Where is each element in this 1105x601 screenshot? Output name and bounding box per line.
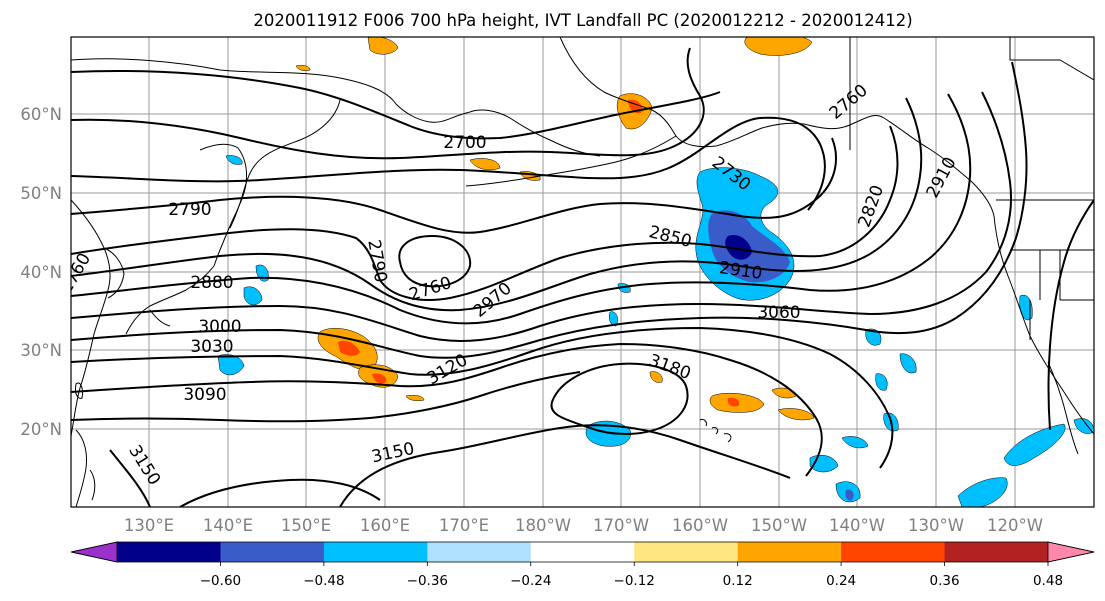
coastline-bc bbox=[883, 117, 995, 217]
ivt-negative-region bbox=[865, 328, 882, 346]
colorbar-extend-max bbox=[1047, 541, 1095, 563]
ivt-positive-region bbox=[744, 37, 813, 56]
longitude-tick-label: 130°E bbox=[124, 516, 174, 535]
colorbar-tick-label: 0.36 bbox=[930, 573, 960, 589]
ivt-negative-region bbox=[225, 155, 243, 165]
latitude-labels: 60°N 50°N 40°N 30°N 20°N bbox=[20, 105, 62, 439]
ivt-negative-region bbox=[899, 353, 917, 374]
ivt-negative-region bbox=[217, 354, 245, 376]
coastline-alaska bbox=[559, 37, 885, 148]
ivt-negative-region bbox=[725, 234, 752, 260]
coastline-okhotsk bbox=[199, 143, 247, 267]
coastline-asia bbox=[71, 58, 601, 157]
latitude-tick-label: 40°N bbox=[20, 263, 62, 282]
colorbar-tick-label: −0.48 bbox=[303, 573, 344, 589]
colorbar-tick-label: 0.48 bbox=[1033, 573, 1063, 589]
colorbar-tick-label: 0.24 bbox=[826, 573, 856, 589]
longitude-tick-label: 170°W bbox=[593, 516, 649, 535]
longitude-tick-label: 140°E bbox=[203, 516, 253, 535]
longitude-tick-label: 150°E bbox=[281, 516, 331, 535]
coastline-hawaii bbox=[699, 419, 732, 443]
colorbar-segment bbox=[427, 542, 532, 562]
colorbar-labels: −0.60 −0.48 −0.36 −0.24 −0.12 0.12 0.24 0.36 0.4… bbox=[200, 562, 1063, 589]
ivt-positive-region bbox=[338, 340, 360, 356]
colorbar-tick-label: 0.12 bbox=[723, 573, 753, 589]
coastline-baja bbox=[1047, 361, 1079, 455]
ivt-positive-region bbox=[727, 397, 740, 407]
longitude-tick-label: 120°W bbox=[987, 516, 1043, 535]
latitude-tick-label: 60°N bbox=[20, 105, 62, 124]
ivt-negative-region bbox=[243, 286, 263, 306]
colorbar bbox=[70, 541, 1095, 563]
longitude-tick-label: 170°E bbox=[439, 516, 489, 535]
ivt-negative-region bbox=[875, 373, 888, 391]
colorbar-segment bbox=[634, 542, 739, 562]
ivt-positive-region bbox=[777, 408, 815, 421]
ivt-negative-region bbox=[845, 489, 854, 501]
longitude-tick-label: 160°E bbox=[360, 516, 410, 535]
colorbar-segment bbox=[530, 542, 635, 562]
coastline-korea bbox=[103, 247, 125, 299]
coastline-aleutians bbox=[465, 135, 677, 187]
colorbar-tick-label: −0.24 bbox=[510, 573, 551, 589]
contour-label: 3090 bbox=[183, 385, 226, 405]
longitude-labels: 130°E 140°E 150°E 160°E 170°E 180°W 170°W 160°W… bbox=[124, 516, 1043, 535]
coastline-philippines bbox=[75, 429, 96, 507]
contour-label: 2700 bbox=[443, 133, 486, 153]
longitude-tick-label: 180°W bbox=[515, 516, 571, 535]
ivt-negative-region bbox=[609, 311, 618, 327]
ivt-positive-region bbox=[372, 373, 387, 384]
ivt-negative-region bbox=[957, 477, 1008, 507]
ivt-negative-region bbox=[841, 436, 869, 449]
longitude-tick-label: 140°W bbox=[829, 516, 885, 535]
ivt-positive-region bbox=[295, 64, 311, 72]
latitude-tick-label: 20°N bbox=[20, 420, 62, 439]
contour-label: 3030 bbox=[190, 337, 233, 357]
colorbar-segment bbox=[117, 542, 221, 562]
contour-label: 2790 bbox=[168, 200, 211, 220]
border-canada-us bbox=[849, 37, 1094, 201]
colorbar-tick-label: −0.36 bbox=[407, 573, 448, 589]
contour-label: 2880 bbox=[190, 273, 233, 293]
longitude-tick-label: 150°W bbox=[751, 516, 807, 535]
ivt-positive-region bbox=[469, 158, 501, 171]
colorbar-segment bbox=[944, 542, 1049, 562]
figure-title: 2020011912 F006 700 hPa height, IVT Land… bbox=[253, 11, 912, 30]
contour-label: 3060 bbox=[757, 303, 800, 323]
colorbar-tick-label: −0.60 bbox=[200, 573, 241, 589]
longitude-tick-label: 160°W bbox=[672, 516, 728, 535]
colorbar-extend-min bbox=[70, 541, 118, 563]
ivt-negative-region bbox=[1003, 423, 1066, 466]
latitude-tick-label: 30°N bbox=[20, 341, 62, 360]
height-contours bbox=[71, 47, 1094, 507]
ivt-positive-region bbox=[649, 371, 663, 383]
colorbar-segment bbox=[323, 542, 428, 562]
longitude-tick-label: 130°W bbox=[908, 516, 964, 535]
colorbar-outline bbox=[70, 541, 1095, 563]
colorbar-segment bbox=[841, 542, 946, 562]
colorbar-segment bbox=[220, 542, 325, 562]
contour-label: 3000 bbox=[198, 317, 241, 337]
ivt-positive-region bbox=[405, 394, 425, 402]
map-content: 2700 2790 2880 3000 3030 3090 3150 2790 … bbox=[71, 37, 1094, 507]
colorbar-segment bbox=[737, 542, 842, 562]
map-frame bbox=[70, 36, 1095, 508]
coastlines bbox=[71, 37, 1094, 507]
latitude-tick-label: 50°N bbox=[20, 184, 62, 203]
colorbar-tick-label: −0.12 bbox=[614, 573, 655, 589]
